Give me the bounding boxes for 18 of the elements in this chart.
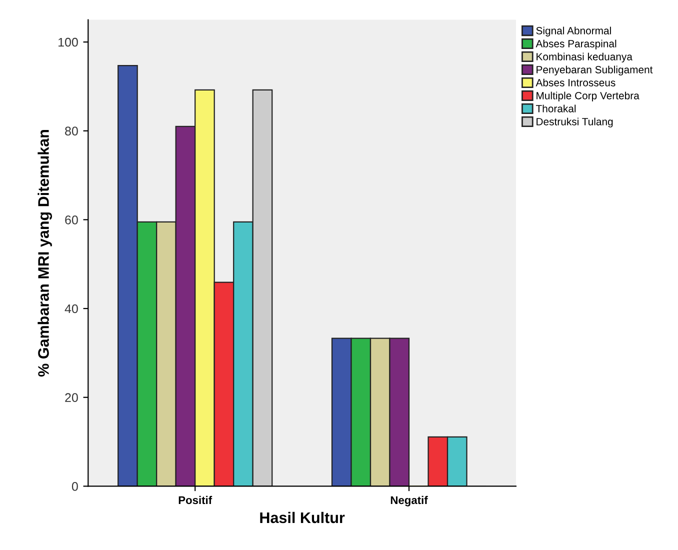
legend-label: Abses Introsseus	[536, 78, 616, 86]
legend-label: Thorakal	[536, 104, 576, 112]
y-tick-label: 80	[65, 126, 78, 136]
y-tick-label: 40	[64, 304, 78, 314]
legend-label: Abses Paraspinal	[536, 40, 616, 50]
x-tick-label: Positif	[178, 496, 212, 504]
legend-label: Penyebaran Subligament	[536, 66, 653, 76]
y-tick-label: 0	[72, 482, 78, 491]
y-axis-title: % Gambaran MRI yang Ditemukan	[38, 130, 52, 377]
y-tick-label: 20	[65, 393, 78, 402]
legend-label: Kombinasi keduanya	[536, 52, 632, 62]
y-tick-label: 60	[65, 215, 78, 224]
y-tick-label: 100	[58, 38, 78, 47]
legend-label: Destruksi Tulang	[536, 118, 613, 128]
x-axis-title: Hasil Kultur	[260, 512, 345, 524]
legend-label: Signal Abnormal	[536, 26, 611, 36]
x-tick-label: Negatif	[390, 496, 428, 506]
legend-label: Multiple Corp Vertebra	[536, 92, 640, 102]
